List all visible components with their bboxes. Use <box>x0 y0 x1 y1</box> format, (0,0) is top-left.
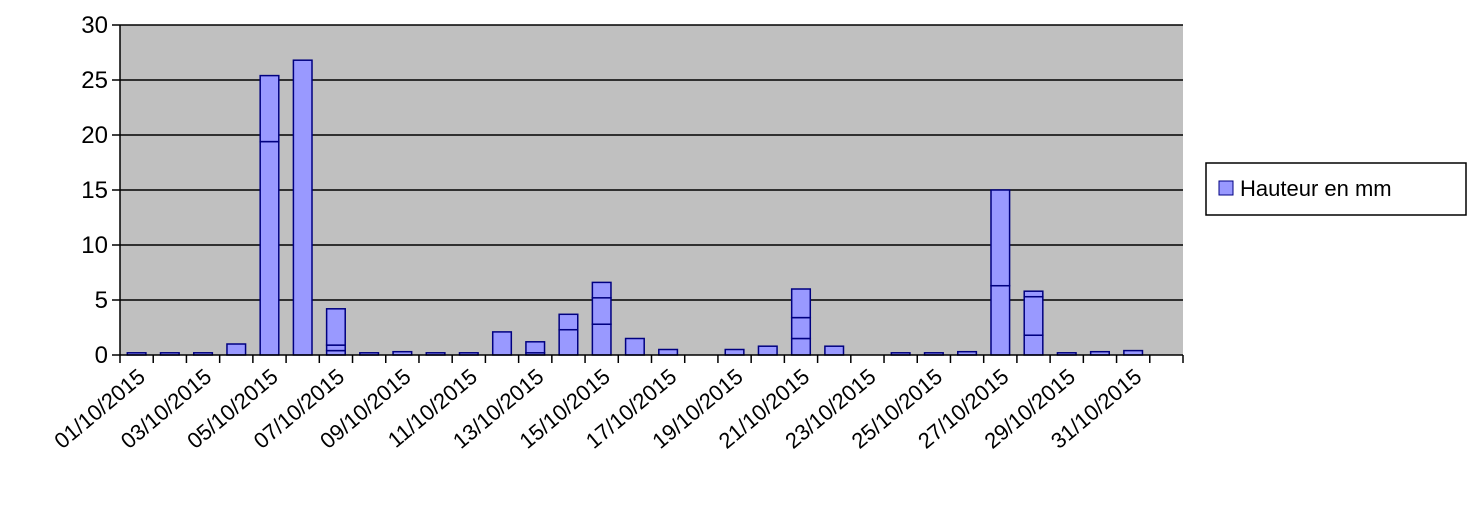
bar-segment <box>491 331 513 356</box>
bar-segment <box>790 337 812 356</box>
x-axis: 01/10/201503/10/201505/10/201507/10/2015… <box>49 354 1184 454</box>
y-tick-label: 30 <box>81 12 108 39</box>
bar-segment <box>790 288 812 319</box>
y-tick-label: 20 <box>81 122 108 149</box>
bar-segment <box>259 74 280 143</box>
bar-segment <box>724 348 745 356</box>
legend-box <box>1205 162 1467 216</box>
bar-segment <box>292 59 313 356</box>
bar-segment <box>790 316 812 340</box>
bar-segment <box>226 343 247 356</box>
bar-segment <box>1023 290 1044 298</box>
bar-segment <box>624 337 645 356</box>
y-axis: 0 5 10 15 20 25 30 <box>81 12 121 369</box>
legend-label: Hauteur en mm <box>1240 176 1392 201</box>
legend: Hauteur en mm <box>1205 162 1467 216</box>
bar-segment <box>325 308 346 346</box>
bar-segment <box>1023 295 1044 336</box>
bar-segment <box>259 140 280 356</box>
bar-segment <box>325 344 346 352</box>
bar-segment <box>591 323 612 356</box>
bar-segment <box>591 297 612 325</box>
y-tick-label: 15 <box>81 177 108 204</box>
bar-segment <box>990 284 1011 356</box>
y-tick-label: 5 <box>95 287 108 314</box>
bar-segment <box>558 313 579 331</box>
bar-segment <box>658 348 679 356</box>
y-tick-label: 25 <box>81 67 108 94</box>
bar-segment <box>824 345 845 356</box>
bars <box>126 59 1144 356</box>
y-tick-label: 0 <box>95 342 108 369</box>
bar-segment <box>525 341 546 354</box>
bar-segment <box>990 189 1011 287</box>
bar-segment <box>558 328 579 356</box>
legend-swatch <box>1218 180 1234 196</box>
bar-segment <box>757 345 778 356</box>
bar-segment <box>591 281 612 299</box>
bar-segment <box>1023 334 1044 356</box>
y-tick-label: 10 <box>81 232 108 259</box>
